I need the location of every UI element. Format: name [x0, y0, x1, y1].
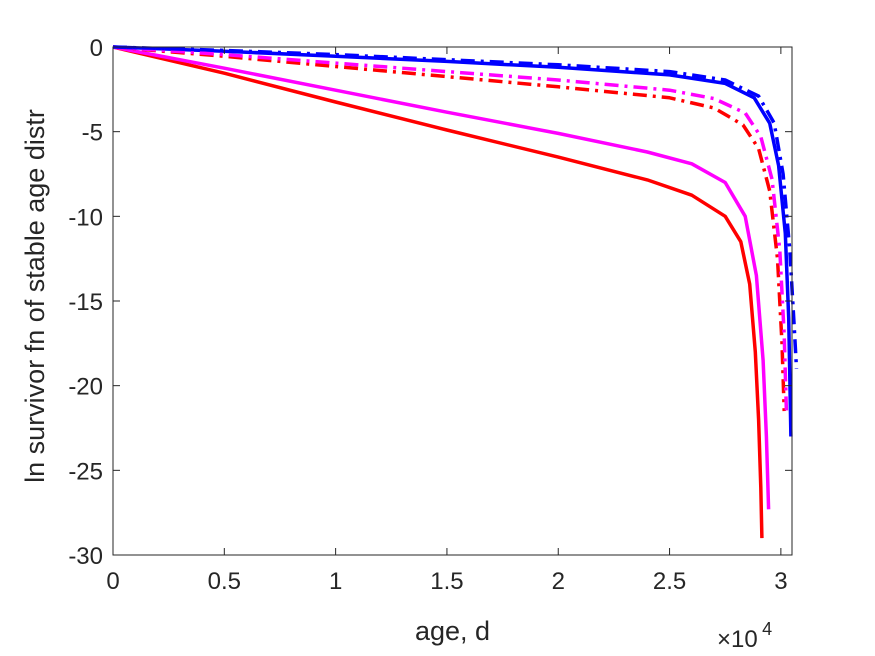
series-line-1 — [112, 45, 764, 539]
plot-lines — [112, 45, 799, 539]
x-tick-label: 2.5 — [653, 568, 686, 595]
y-tick-label: -5 — [82, 120, 103, 147]
series-line-3 — [112, 45, 793, 437]
axes-box — [112, 46, 793, 556]
y-tick-label: -10 — [68, 204, 103, 231]
y-tick-label: -20 — [68, 374, 103, 401]
x-multiplier-base: ×10 — [717, 626, 758, 653]
y-tick-label: -30 — [68, 543, 103, 570]
series-line-6 — [112, 45, 799, 369]
x-axis-multiplier: ×10 4 — [717, 619, 772, 653]
y-axis-label: ln survivor fn of stable age distr — [20, 109, 50, 483]
x-tick-label: 0 — [106, 568, 119, 595]
x-tick-label: 0.5 — [208, 568, 241, 595]
x-axis-label: age, d — [415, 616, 490, 646]
x-tick-label: 2 — [552, 568, 565, 595]
x-multiplier-exponent: 4 — [762, 619, 772, 639]
ticks: 0 0.5 1 1.5 2 2.5 3 0 -5 -10 -15 -20 -25 -30 — [68, 35, 792, 595]
series-line-4 — [112, 45, 786, 412]
x-tick-label: 3 — [774, 568, 787, 595]
x-tick-label: 1.5 — [430, 568, 463, 595]
series-line-5 — [112, 45, 789, 412]
y-tick-label: 0 — [90, 35, 103, 62]
y-tick-label: -25 — [68, 458, 103, 485]
series-line-2 — [112, 45, 771, 510]
x-tick-label: 1 — [329, 568, 342, 595]
y-tick-label: -15 — [68, 289, 103, 316]
